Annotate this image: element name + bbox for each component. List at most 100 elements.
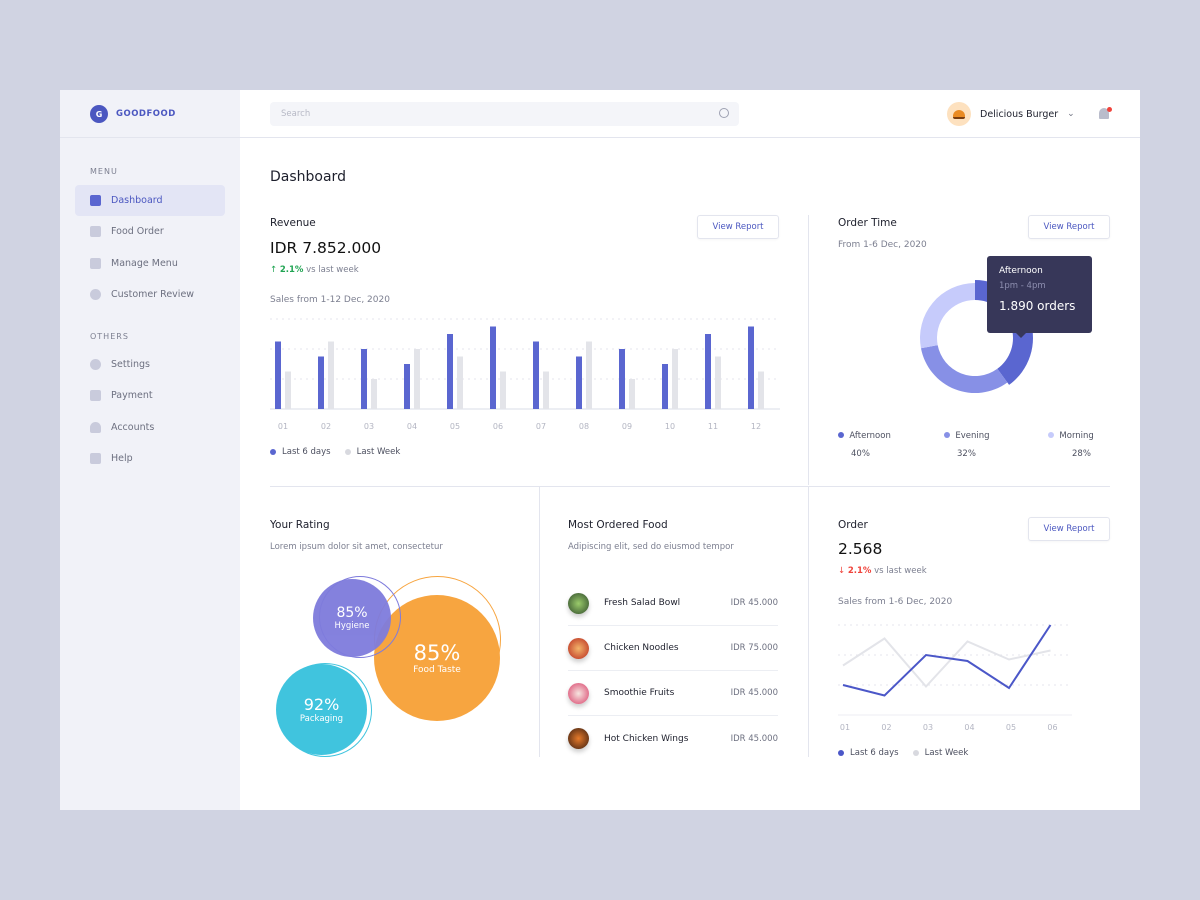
order-legend: Last 6 days Last Week [838, 748, 968, 758]
gear-icon [90, 359, 101, 370]
most-ordered-title: Most Ordered Food [568, 519, 668, 531]
legend-last-6-days: Last 6 days [838, 748, 899, 758]
user-name: Delicious Burger [980, 108, 1059, 120]
change-pct: 2.1% [279, 265, 304, 275]
rating-packaging: 92% Packaging [276, 664, 367, 755]
tooltip-label: Afternoon [999, 266, 1043, 276]
order-time-view-report-button[interactable]: View Report [1028, 215, 1110, 239]
x-tick-label: 03 [923, 723, 933, 732]
logo[interactable]: G GOODFOOD [90, 105, 176, 123]
donut-tooltip: Afternoon 1pm - 4pm 1.890 orders [987, 256, 1092, 338]
order-view-report-button[interactable]: View Report [1028, 517, 1110, 541]
chat-icon [90, 289, 101, 300]
donut-slice-morning [920, 283, 975, 349]
order-time-range: From 1-6 Dec, 2020 [838, 240, 927, 250]
bar-last-week-05 [457, 356, 463, 409]
sidebar-item-settings[interactable]: Settings [75, 349, 225, 380]
bar-last-6-days-09 [619, 349, 625, 409]
legend-morning: Morning 28% [1048, 431, 1094, 459]
divider [808, 215, 809, 485]
tooltip-time: 1pm - 4pm [999, 281, 1046, 291]
sidebar-item-label: Customer Review [111, 289, 195, 300]
logo-mark: G [90, 105, 108, 123]
food-item[interactable]: Fresh Salad Bowl IDR 45.000 [568, 581, 778, 626]
bar-last-6-days-05 [447, 334, 453, 409]
sidebar-item-food-order[interactable]: Food Order [75, 216, 225, 247]
divider [539, 487, 540, 757]
bar-last-week-10 [672, 349, 678, 409]
bar-last-6-days-06 [490, 326, 496, 409]
search-input[interactable]: Search [270, 102, 739, 126]
sidebar-item-help[interactable]: Help [75, 443, 225, 474]
smoothie-icon [568, 682, 589, 704]
sidebar-item-label: Help [111, 453, 133, 464]
bar-last-6-days-11 [705, 334, 711, 409]
food-item[interactable]: Smoothie Fruits IDR 45.000 [568, 671, 778, 716]
chicken-wings-icon [568, 728, 589, 749]
bar-last-week-02 [328, 341, 334, 409]
x-tick-label: 12 [751, 422, 761, 431]
sidebar-item-label: Dashboard [111, 195, 163, 206]
arrow-down-icon: ↓ [838, 566, 846, 576]
avatar [947, 102, 971, 126]
cart-icon [90, 226, 101, 237]
x-tick-label: 04 [964, 723, 974, 732]
bar-last-week-01 [285, 371, 291, 409]
donut-slice-evening [920, 345, 1008, 393]
app-window: G GOODFOOD MENU Dashboard Food Order Man… [60, 90, 1140, 810]
bar-last-week-12 [758, 371, 764, 409]
revenue-legend: Last 6 days Last Week [270, 447, 400, 457]
bar-last-week-04 [414, 349, 420, 409]
line-last-week [842, 637, 1051, 689]
divider [808, 487, 809, 757]
order-change: ↓ 2.1% vs last week [838, 566, 927, 576]
order-value: 2.568 [838, 540, 883, 558]
rating-hygiene: 85% Hygiene [313, 579, 391, 657]
sidebar-item-label: Manage Menu [111, 258, 178, 269]
bar-last-week-11 [715, 356, 721, 409]
legend-afternoon: Afternoon 40% [838, 431, 891, 459]
rating-title: Your Rating [270, 519, 330, 531]
rating-subtitle: Lorem ipsum dolor sit amet, consectetur [270, 542, 443, 552]
x-tick-label: 01 [278, 422, 288, 431]
change-text: vs last week [874, 566, 927, 576]
most-ordered-subtitle: Adipiscing elit, sed do eiusmod tempor [568, 542, 734, 552]
food-item[interactable]: Hot Chicken Wings IDR 45.000 [568, 716, 778, 761]
chevron-down-icon: ⌄ [1067, 109, 1075, 119]
sidebar-item-dashboard[interactable]: Dashboard [75, 185, 225, 216]
line-last-6-days [842, 624, 1052, 697]
revenue-change: ↑ 2.1% vs last week [270, 265, 359, 275]
revenue-title: Revenue [270, 217, 316, 229]
x-tick-label: 05 [450, 422, 460, 431]
sidebar-item-accounts[interactable]: Accounts [75, 412, 225, 443]
page-title: Dashboard [270, 169, 346, 185]
noodles-icon [568, 637, 589, 659]
bar-last-6-days-04 [404, 364, 410, 409]
sidebar-item-label: Payment [111, 390, 153, 401]
search-placeholder: Search [281, 109, 311, 119]
bar-last-6-days-01 [275, 341, 281, 409]
x-tick-label: 10 [665, 422, 675, 431]
sidebar-item-payment[interactable]: Payment [75, 380, 225, 411]
bar-last-6-days-02 [318, 356, 324, 409]
change-pct: 2.1% [847, 566, 872, 576]
bar-last-week-07 [543, 371, 549, 409]
sidebar-item-manage-menu[interactable]: Manage Menu [75, 248, 225, 279]
revenue-range: Sales from 1-12 Dec, 2020 [270, 295, 390, 305]
x-tick-label: 02 [881, 723, 891, 732]
x-tick-label: 08 [579, 422, 589, 431]
bell-icon[interactable] [1099, 108, 1109, 119]
bar-last-week-09 [629, 379, 635, 409]
x-tick-label: 11 [708, 422, 718, 431]
user-menu[interactable]: Delicious Burger ⌄ [947, 102, 1075, 126]
food-item[interactable]: Chicken Noodles IDR 75.000 [568, 626, 778, 671]
bar-last-week-03 [371, 379, 377, 409]
x-tick-label: 01 [840, 723, 850, 732]
menu-icon [90, 258, 101, 269]
menu-section-label: MENU [90, 167, 118, 176]
search-icon[interactable] [719, 108, 729, 118]
revenue-view-report-button[interactable]: View Report [697, 215, 779, 239]
bar-last-6-days-07 [533, 341, 539, 409]
sidebar-item-customer-review[interactable]: Customer Review [75, 279, 225, 310]
bar-last-week-08 [586, 341, 592, 409]
